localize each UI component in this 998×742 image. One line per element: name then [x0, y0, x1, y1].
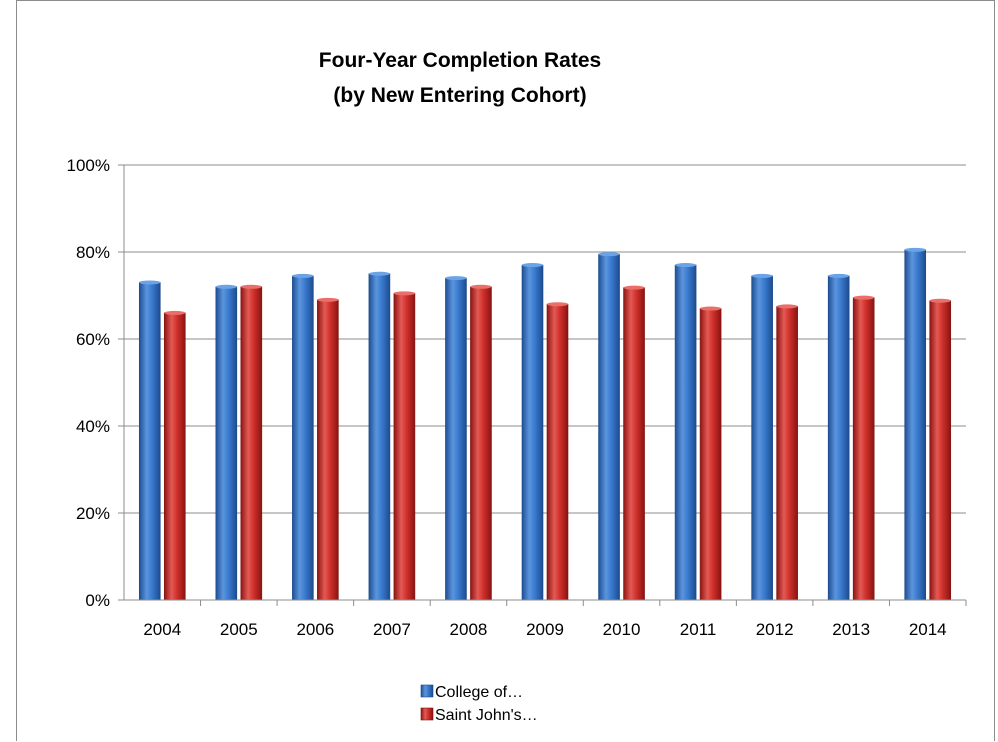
bar-top-saint-johns-2009: [547, 302, 568, 307]
bar-saint-johns-2012: [776, 306, 798, 601]
x-tick-label: 2012: [756, 620, 794, 639]
x-tick-label: 2011: [680, 620, 717, 639]
bar-saint-johns-2008: [470, 286, 492, 601]
y-tick-label: 40%: [76, 417, 110, 436]
x-axis-tick-labels: 2004 2005 2006 2007 2008 2009 2010 2011 2012 2013…: [143, 620, 946, 639]
bar-top-college-2013: [828, 273, 850, 278]
bar-chart: Four-Year Completion Rates (by New Enter…: [67, 49, 967, 724]
bar-college-2005: [215, 286, 238, 601]
bar-saint-johns-2011: [699, 308, 722, 601]
x-tick-label: 2004: [143, 620, 181, 639]
bar-college-2009: [521, 264, 544, 601]
y-tick-label: 0%: [85, 591, 110, 610]
legend-swatch-college: [420, 684, 434, 698]
bar-saint-johns-2009: [546, 303, 569, 601]
bar-top-saint-johns-2012: [776, 304, 798, 309]
bar-top-college-2011: [675, 263, 697, 268]
bar-college-2007: [368, 273, 391, 601]
bar-college-2013: [827, 275, 850, 601]
bar-college-2011: [674, 264, 697, 601]
bar-top-saint-johns-2005: [240, 284, 262, 289]
legend: College of… Saint John's…: [420, 684, 538, 724]
bar-college-2004: [138, 282, 161, 601]
legend-swatch-saint-johns: [420, 707, 434, 721]
bar-top-college-2009: [522, 263, 543, 268]
bar-saint-johns-2006: [317, 299, 339, 601]
bar-top-saint-johns-2004: [164, 310, 186, 315]
x-tick-label: 2006: [296, 620, 334, 639]
bar-saint-johns-2004: [163, 312, 186, 601]
chart-title: Four-Year Completion Rates (by New Enter…: [319, 49, 601, 107]
bar-top-saint-johns-2006: [317, 297, 339, 302]
gridlines: [124, 164, 966, 514]
bar-top-college-2005: [215, 284, 237, 289]
bar-top-college-2004: [139, 280, 161, 285]
x-tick-label: 2014: [909, 620, 947, 639]
chart-title-line-1: Four-Year Completion Rates: [319, 49, 601, 72]
legend-label-saint-johns: Saint John's…: [435, 707, 538, 724]
bar-saint-johns-2014: [929, 300, 952, 601]
bars: [138, 247, 952, 601]
bar-top-saint-johns-2010: [623, 285, 645, 290]
bar-top-college-2006: [292, 273, 314, 278]
x-tick-label: 2008: [450, 620, 488, 639]
legend-label-college: College of…: [435, 684, 523, 701]
x-tick-label: 2010: [603, 620, 641, 639]
bar-college-2010: [598, 253, 620, 601]
y-tick-label: 20%: [76, 504, 110, 523]
bar-saint-johns-2007: [393, 293, 416, 601]
bar-top-saint-johns-2007: [393, 291, 415, 296]
bar-top-saint-johns-2011: [700, 306, 722, 311]
bar-college-2008: [445, 277, 467, 601]
y-tick-label: 80%: [76, 243, 110, 262]
bar-top-college-2010: [598, 252, 620, 257]
bar-top-saint-johns-2013: [853, 295, 875, 300]
chart-frame: Four-Year Completion Rates (by New Enter…: [16, 0, 995, 741]
bar-college-2014: [904, 249, 927, 601]
bar-top-college-2014: [904, 247, 926, 252]
chart-title-line-2: (by New Entering Cohort): [333, 84, 586, 107]
bar-saint-johns-2013: [852, 297, 875, 601]
bar-top-college-2008: [445, 276, 467, 281]
y-axis-tick-labels: 0% 20% 40% 60% 80% 100%: [67, 156, 110, 610]
x-tick-label: 2013: [832, 620, 870, 639]
bar-college-2012: [751, 275, 773, 601]
y-tick-label: 100%: [67, 156, 110, 175]
x-tick-label: 2007: [373, 620, 411, 639]
x-tick-label: 2005: [220, 620, 258, 639]
x-tick-label: 2009: [526, 620, 564, 639]
bar-college-2006: [292, 275, 314, 601]
axes: [118, 164, 967, 606]
y-tick-label: 60%: [76, 330, 110, 349]
bar-top-college-2007: [368, 271, 390, 276]
bar-saint-johns-2005: [240, 286, 263, 601]
bar-top-college-2012: [751, 273, 773, 278]
bar-top-saint-johns-2014: [929, 298, 951, 303]
bar-saint-johns-2010: [623, 287, 645, 601]
bar-top-saint-johns-2008: [470, 284, 492, 289]
